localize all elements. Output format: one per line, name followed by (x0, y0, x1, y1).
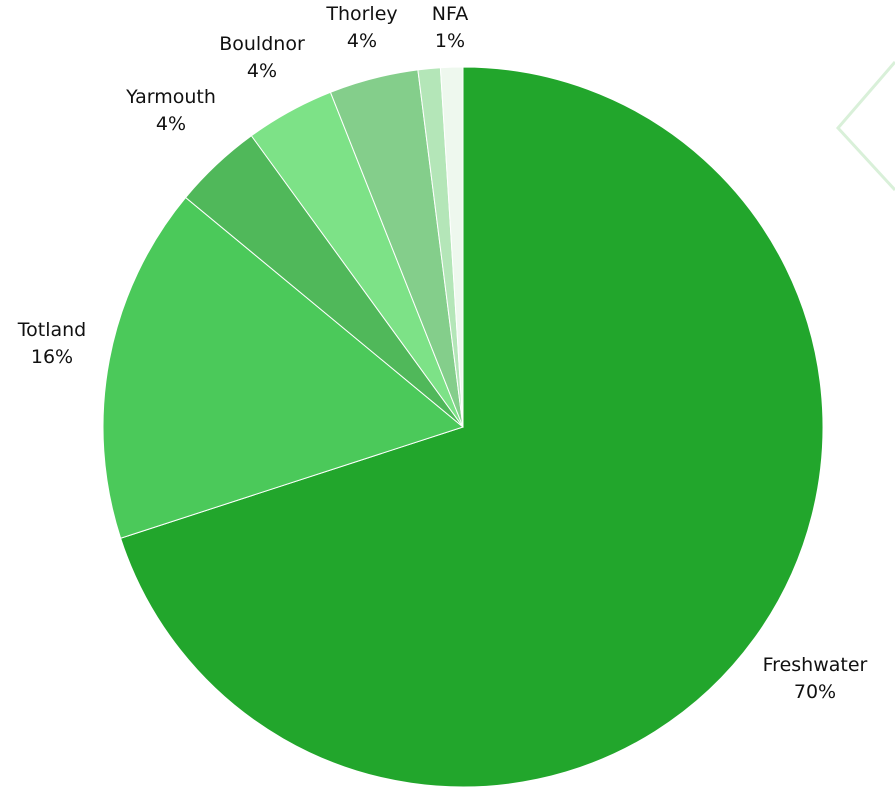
decorative-diamond-outline (835, 61, 895, 192)
slice-value-freshwater: 70% (794, 681, 836, 703)
pie-slice-totland (102, 196, 465, 539)
pie-slices (102, 66, 824, 788)
slice-label-yarmouth: Yarmouth (125, 86, 216, 108)
slice-label-freshwater: Freshwater (763, 654, 868, 676)
slice-value-thorley: 4% (347, 30, 377, 52)
slice-label-nfa: NFA (432, 3, 468, 25)
slice-label-bouldnor: Bouldnor (219, 33, 305, 55)
pie-slice-freshwater (119, 66, 824, 788)
slice-value-nfa: 1% (435, 30, 465, 52)
pie-labels: Freshwater 70% Totland 16% Yarmouth 4% Bouldno… (17, 3, 868, 703)
slice-value-totland: 16% (31, 346, 73, 368)
slice-value-bouldnor: 4% (247, 60, 277, 82)
slice-label-totland: Totland (17, 319, 86, 341)
pie-slice-unlabeled (439, 66, 464, 428)
slice-label-thorley: Thorley (325, 3, 397, 25)
slice-value-yarmouth: 4% (156, 113, 186, 135)
